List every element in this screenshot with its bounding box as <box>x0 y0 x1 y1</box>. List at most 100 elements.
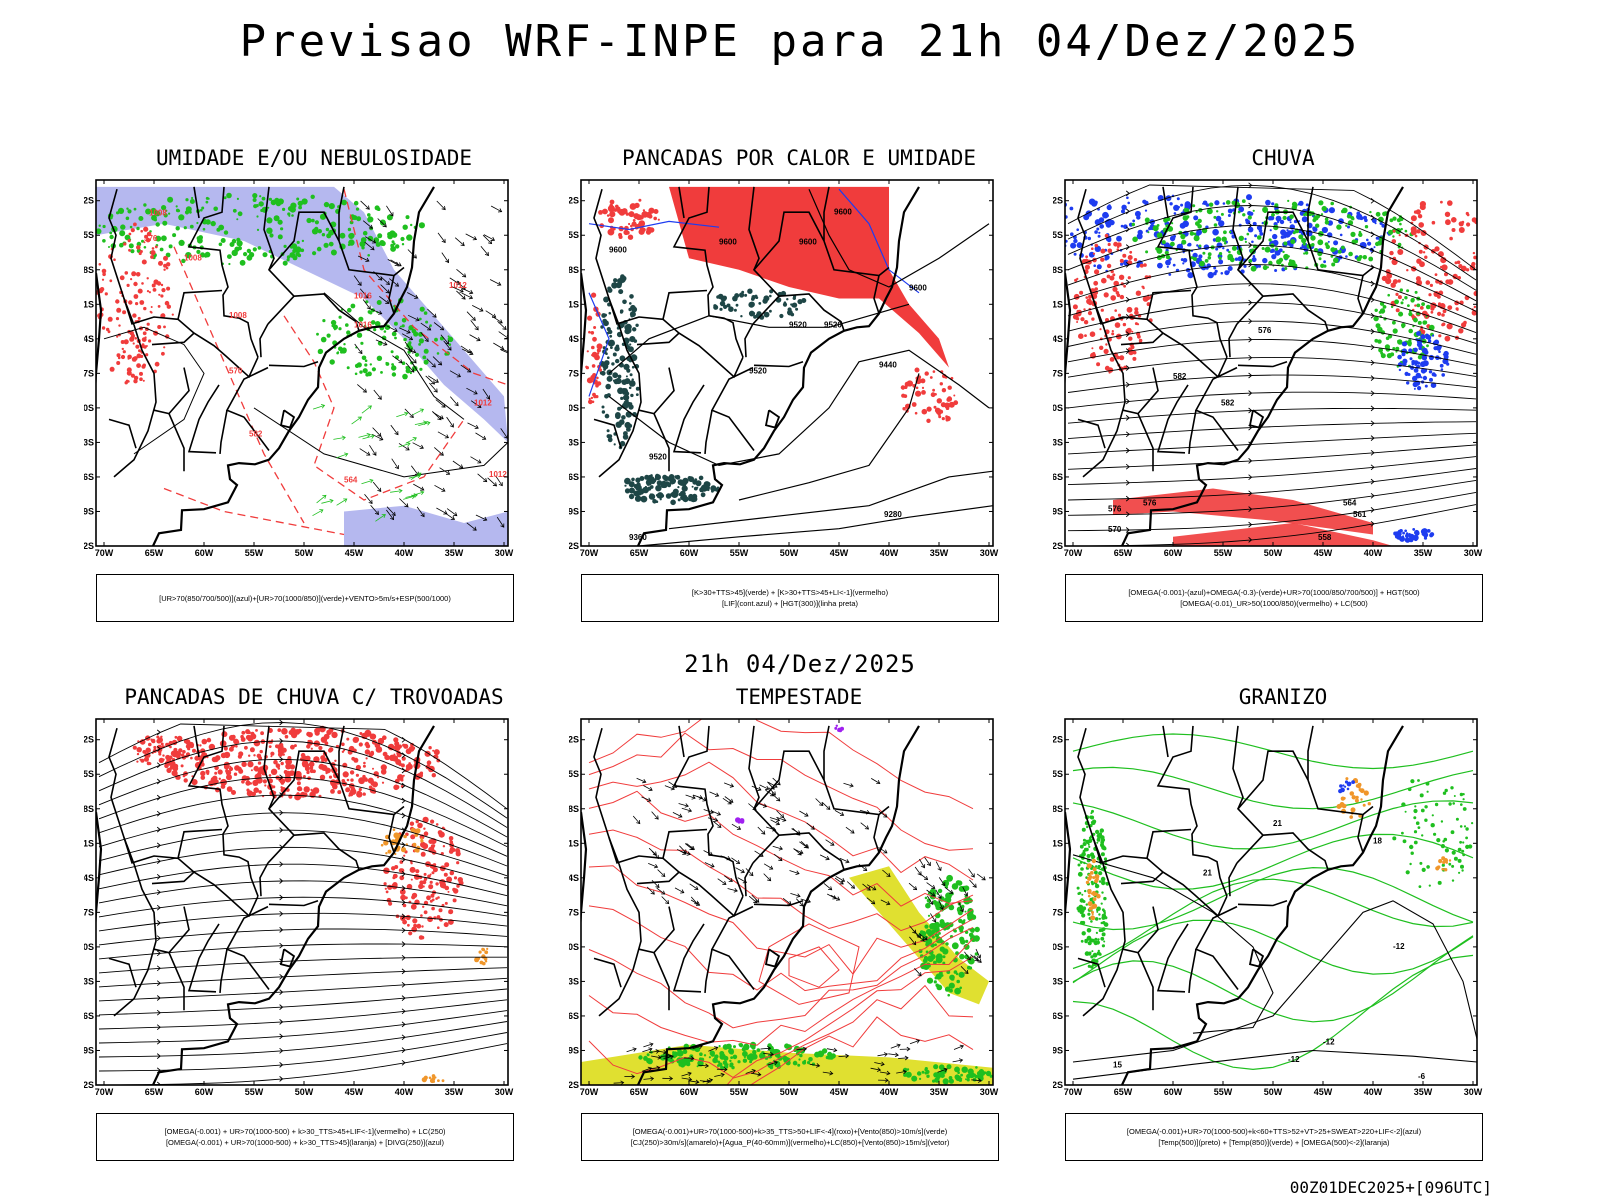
streamline <box>1067 264 1477 323</box>
contour-label: 9600 <box>719 238 737 247</box>
state-border <box>823 725 830 780</box>
wind-vectors <box>908 857 986 977</box>
streamline <box>98 896 508 918</box>
omega-green <box>1131 199 1414 272</box>
lon-tick-label: 45W <box>1314 548 1333 558</box>
streamline <box>98 723 508 810</box>
streamline <box>98 812 508 867</box>
map-area <box>581 719 993 1085</box>
state-border <box>873 814 880 853</box>
lat-tick-label: 24S <box>84 334 94 344</box>
state-border <box>752 750 825 836</box>
lat-tick-label: 39S <box>84 506 94 516</box>
streamline <box>1067 283 1477 334</box>
streamline <box>98 1010 508 1044</box>
state-border <box>1120 332 1164 346</box>
legend-line: [OMEGA(-0.001)+UR>70(1000-500)+k<60+TTS>… <box>1126 1127 1422 1136</box>
lat-tick-label: 27S <box>1053 907 1063 917</box>
coastline <box>1121 186 1404 546</box>
temperature-850-contour <box>1072 833 1474 890</box>
state-border <box>193 725 200 758</box>
lat-tick-label: 12S <box>84 196 94 206</box>
streamlines <box>98 719 508 1085</box>
lon-tick-label: 30W <box>980 548 999 558</box>
contour-label: 9600 <box>609 246 627 255</box>
legend-line: [K>30+TTS>45](verde) + [K>30+TTS>45+LI<-… <box>691 588 889 597</box>
lat-tick-label: 12S <box>84 735 94 745</box>
lon-tick-label: 70W <box>95 1087 114 1097</box>
contour-label: 9600 <box>909 284 927 293</box>
streamline <box>98 880 508 907</box>
state-border <box>636 871 680 885</box>
state-border <box>662 828 708 859</box>
lon-tick-label: 30W <box>495 1087 514 1097</box>
state-border <box>187 384 220 454</box>
state-border <box>873 275 880 314</box>
streamline <box>1067 320 1477 355</box>
lon-tick-label: 60W <box>1164 548 1183 558</box>
lon-tick-label: 55W <box>730 1087 749 1097</box>
streamline <box>1088 504 1477 546</box>
state-border <box>108 418 137 449</box>
streamlines <box>1067 182 1477 546</box>
lon-tick-label: 65W <box>1114 1087 1133 1097</box>
omega-blue <box>1393 528 1435 543</box>
legend-line: [OMEGA(-0.001)-(azul)+OMEGA(-0.3)-(verde… <box>1128 588 1420 597</box>
panel-legend: [OMEGA(-0.001)+UR>70(1000-500)+k<60+TTS>… <box>1065 1113 1483 1161</box>
lat-tick-label: 30S <box>569 403 579 413</box>
lon-tick-label: 50W <box>1264 548 1283 558</box>
lat-tick-label: 39S <box>1053 1045 1063 1055</box>
state-border <box>704 949 713 993</box>
lat-tick-label: 12S <box>569 735 579 745</box>
state-border <box>1077 418 1106 449</box>
streamline <box>1067 244 1477 312</box>
lat-tick-label: 42S <box>1053 1080 1063 1090</box>
streamline <box>1067 421 1477 440</box>
contour-label: 1008 <box>184 254 202 263</box>
height-contour <box>738 373 920 501</box>
lat-tick-label: 24S <box>84 873 94 883</box>
contour-label: -12 <box>1393 942 1405 951</box>
state-border <box>752 832 845 871</box>
weather-map: 12S 15S 18S 21S 24S 27S 30S 33S 36S 39S 42S70W 65W 6… <box>84 718 514 1097</box>
state-border <box>123 837 135 865</box>
state-border <box>753 900 804 907</box>
lifted-index-contour <box>588 292 610 397</box>
lon-tick-label: 50W <box>295 1087 314 1097</box>
lat-tick-label: 42S <box>1053 541 1063 551</box>
map-frame <box>1064 718 1478 1086</box>
contour-label: 570 <box>229 366 243 375</box>
streamline <box>98 912 508 932</box>
lat-tick-label: 33S <box>569 976 579 986</box>
thickness-contour <box>173 246 305 524</box>
lat-tick-label: 39S <box>84 1045 94 1055</box>
thickness-contour <box>163 487 345 536</box>
streamline <box>119 1043 508 1085</box>
weather-map: 582 576 576 576 570 564 561 558 582 12S 15S 18S 21S 2… <box>1053 179 1483 558</box>
state-border <box>672 725 744 897</box>
lon-tick-label: 40W <box>1364 548 1383 558</box>
state-border <box>1077 188 1228 379</box>
contour-labels: 9600 9600 9600 9600 9600 9520 9520 9520 9440 9280… <box>609 208 927 543</box>
contour-label: 1016 <box>354 320 372 329</box>
state-border <box>1236 750 1309 836</box>
lon-tick-label: 50W <box>780 548 799 558</box>
k-tts-green <box>624 473 720 506</box>
contour-label: 9520 <box>649 453 667 462</box>
streamline <box>98 928 508 946</box>
panel-granizo: GRANIZO -12 -12 -12 -6 21 21 18 15 12S 15S 18S 21S 24… <box>1053 685 1513 1175</box>
state-border <box>1077 957 1106 988</box>
state-border <box>1156 923 1189 993</box>
map-frame <box>1064 179 1478 547</box>
lat-tick-label: 39S <box>569 1045 579 1055</box>
map-area: 582 576 576 576 570 564 561 558 582 <box>1065 180 1477 546</box>
contour-label: -6 <box>1418 1072 1426 1081</box>
streamline <box>98 977 508 1002</box>
state-border <box>672 384 705 454</box>
lon-tick-label: 45W <box>830 1087 849 1097</box>
state-border <box>123 298 135 326</box>
state-border <box>187 923 220 993</box>
state-border <box>744 862 754 897</box>
lon-tick-label: 40W <box>880 548 899 558</box>
state-border <box>1236 293 1329 332</box>
